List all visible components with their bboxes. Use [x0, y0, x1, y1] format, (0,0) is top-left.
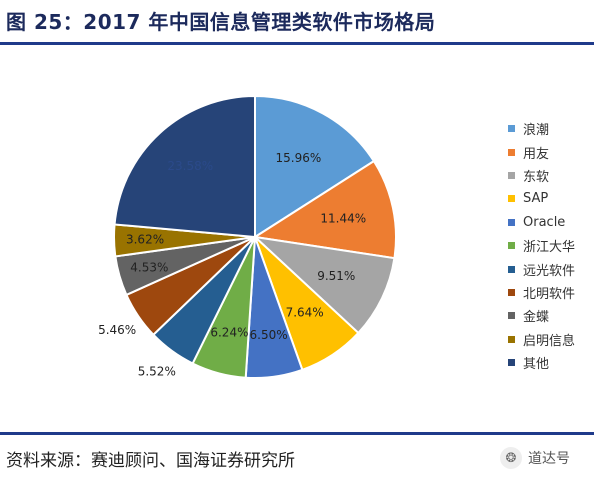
legend-swatch	[508, 242, 515, 250]
pie-chart: 15.96% 11.44% 9.51% 7.64% 6.50%6.24% 5.52% 5.4…	[98, 94, 397, 379]
pie-label-10: 3.62%	[126, 233, 164, 247]
legend-label: 浪潮	[523, 123, 550, 139]
watermark: ❂ 道达号	[500, 447, 570, 469]
legend-swatch	[508, 359, 515, 367]
chart-legend: 浪潮用友东软 SAP Oracle 浙江大华远光软件北明软件金蝶启明信息其他	[508, 117, 575, 374]
legend-item-7: 远光软件	[508, 257, 575, 280]
pie-label-11: 23.58%	[167, 159, 213, 173]
pie-label-8: 5.46%	[98, 323, 136, 337]
legend-swatch	[508, 265, 515, 273]
legend-item-1: 浪潮	[508, 117, 575, 140]
legend-item-3: 东软	[508, 164, 575, 187]
legend-label: SAP	[523, 191, 549, 207]
legend-label: 东软	[523, 169, 550, 185]
pie-slice-1	[254, 94, 376, 239]
legend-swatch	[508, 125, 515, 133]
pie-label-5: 6.50%	[250, 328, 288, 342]
legend-item-4: SAP	[508, 187, 575, 210]
legend-swatch	[508, 288, 515, 296]
legend-swatch	[508, 218, 515, 226]
pie-label-3: 9.51%	[317, 269, 355, 283]
legend-swatch	[508, 312, 515, 320]
pie-label-9: 4.53%	[130, 260, 168, 274]
pie-label-7: 5.52%	[138, 364, 176, 378]
legend-label: 其他	[523, 357, 550, 373]
pie-label-6: 6.24%	[210, 325, 248, 339]
page-title: 图 25：2017 年中国信息管理类软件市场格局	[6, 10, 436, 34]
pie-label-1: 15.96%	[275, 151, 321, 165]
watermark-text: 道达号	[528, 451, 570, 467]
legend-item-8: 北明软件	[508, 281, 575, 304]
wechat-logo-icon: ❂	[500, 447, 522, 469]
legend-label: 用友	[523, 146, 550, 162]
pie-slice-3	[251, 235, 396, 335]
pie-label-2: 11.44%	[320, 211, 366, 225]
bottom-divider	[0, 432, 594, 435]
legend-label: 浙江大华	[523, 240, 576, 256]
legend-item-2: 用友	[508, 140, 575, 163]
legend-swatch	[508, 195, 515, 203]
source-note: 资料来源：赛迪顾问、国海证券研究所	[6, 451, 295, 471]
legend-swatch	[508, 171, 515, 179]
pie-label-4: 7.64%	[286, 305, 324, 319]
legend-item-5: Oracle	[508, 211, 575, 234]
legend-label: Oracle	[523, 214, 566, 230]
pie-slice-11	[113, 94, 256, 239]
legend-item-6: 浙江大华	[508, 234, 575, 257]
legend-item-10: 启明信息	[508, 328, 575, 351]
legend-label: 远光软件	[523, 263, 576, 279]
legend-item-9: 金蝶	[508, 304, 575, 327]
legend-label: 启明信息	[523, 333, 576, 349]
legend-label: 金蝶	[523, 310, 550, 326]
legend-item-11: 其他	[508, 351, 575, 374]
legend-label: 北明软件	[523, 286, 576, 302]
pie-slice-2	[252, 159, 397, 260]
legend-swatch	[508, 148, 515, 156]
top-divider	[0, 42, 594, 45]
legend-swatch	[508, 335, 515, 343]
